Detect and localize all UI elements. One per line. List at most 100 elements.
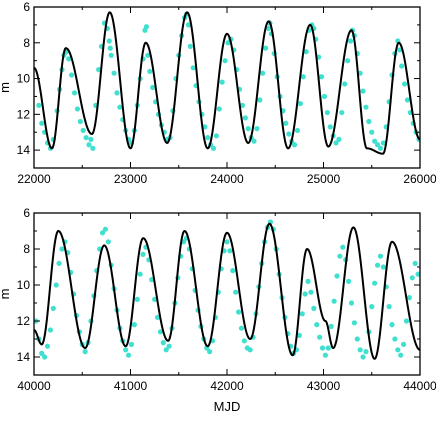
x-tick-label: 24000 <box>210 172 244 186</box>
observation-point <box>225 40 231 46</box>
observation-point <box>369 129 375 135</box>
y-tick-label: 14 <box>17 350 31 364</box>
observation-point <box>86 142 92 148</box>
observation-point <box>247 347 253 353</box>
observation-point <box>235 309 242 315</box>
observation-point <box>59 246 65 252</box>
observation-point <box>47 327 54 333</box>
observation-point <box>102 226 109 232</box>
observation-point <box>254 126 260 132</box>
observation-point <box>412 260 418 266</box>
bottom-panel: 40000 41000 42000 43000 44000 6 8 10 12 14 m MJD <box>0 206 436 414</box>
observation-point <box>143 24 150 30</box>
observation-point <box>213 133 219 139</box>
observation-point <box>128 341 135 347</box>
observation-point <box>137 271 143 277</box>
observation-point <box>322 352 329 358</box>
model-curve-group <box>34 222 420 360</box>
observation-point <box>398 352 404 358</box>
observation-point <box>311 305 317 311</box>
observation-point <box>205 134 211 141</box>
observation-point <box>56 260 62 266</box>
observation-point <box>401 341 407 347</box>
observation-point <box>340 244 346 250</box>
y-tick-label: 6 <box>23 0 30 14</box>
observation-point <box>157 329 164 335</box>
observation-point <box>251 138 257 144</box>
y-tick-label: 10 <box>17 278 31 292</box>
observation-point <box>354 336 360 342</box>
observation-point <box>82 349 88 355</box>
observation-point <box>409 275 415 281</box>
observation-point <box>216 106 222 112</box>
observation-point <box>374 262 381 268</box>
observation-point <box>69 72 75 78</box>
observation-point <box>319 345 326 351</box>
observation-point <box>369 304 375 310</box>
observation-point <box>71 90 78 96</box>
observation-point <box>380 140 386 146</box>
observation-point <box>324 109 330 116</box>
observation-point <box>238 325 245 331</box>
observation-point <box>88 136 94 142</box>
observation-point <box>392 336 398 342</box>
observation-point <box>377 253 384 259</box>
observation-point <box>334 273 340 279</box>
x-tick-label: 40000 <box>17 379 51 393</box>
observation-point <box>327 124 333 130</box>
observation-point <box>233 289 239 295</box>
x-tick-label: 26000 <box>403 172 436 186</box>
observation-point <box>39 350 45 356</box>
y-tick-label: 8 <box>23 242 30 256</box>
observation-point <box>263 45 269 51</box>
observation-point <box>360 88 366 94</box>
observation-point <box>83 134 89 141</box>
observation-point <box>303 49 309 55</box>
observation-point <box>294 127 301 134</box>
x-axis-label: MJD <box>214 399 241 414</box>
model-curve <box>34 222 420 360</box>
observation-point <box>245 126 251 132</box>
observation-point <box>160 340 166 346</box>
observation-point <box>415 271 420 277</box>
observation-point <box>125 352 132 358</box>
observation-point <box>163 347 169 353</box>
observation-point <box>339 109 345 116</box>
observation-point <box>111 70 117 76</box>
observation-point <box>260 70 266 76</box>
observation-point <box>227 248 233 254</box>
observation-point <box>219 79 225 85</box>
observation-point <box>96 67 102 73</box>
observation-point <box>150 84 156 91</box>
top-panel: 22000 23000 24000 25000 26000 6 8 10 12 14 m <box>0 0 436 186</box>
observation-point <box>308 289 314 295</box>
observation-point <box>351 320 357 326</box>
observation-point <box>147 68 153 74</box>
observation-point <box>325 345 331 351</box>
observation-point <box>380 264 386 270</box>
x-tick-label: 43000 <box>307 379 341 393</box>
observation-point <box>297 101 303 107</box>
observation-point <box>106 38 112 44</box>
observation-point <box>300 74 306 80</box>
observation-point <box>90 145 96 151</box>
y-axis-label: m <box>0 82 12 93</box>
x-tick-label: 44000 <box>403 379 436 393</box>
plot-frame <box>33 6 421 169</box>
observation-point <box>224 239 230 245</box>
observation-point <box>302 291 308 297</box>
observation-point <box>166 343 172 349</box>
observation-point <box>222 58 228 64</box>
observation-point <box>360 354 366 360</box>
observation-point <box>134 296 140 302</box>
model-curve-group <box>34 11 420 155</box>
observation-point <box>357 347 363 353</box>
observation-point <box>117 104 123 110</box>
observation-point <box>321 93 328 100</box>
observation-point <box>242 115 248 121</box>
observation-point <box>131 322 137 328</box>
x-tick-label: 23000 <box>114 172 148 186</box>
observation-point <box>328 323 334 329</box>
observation-point <box>53 282 59 288</box>
